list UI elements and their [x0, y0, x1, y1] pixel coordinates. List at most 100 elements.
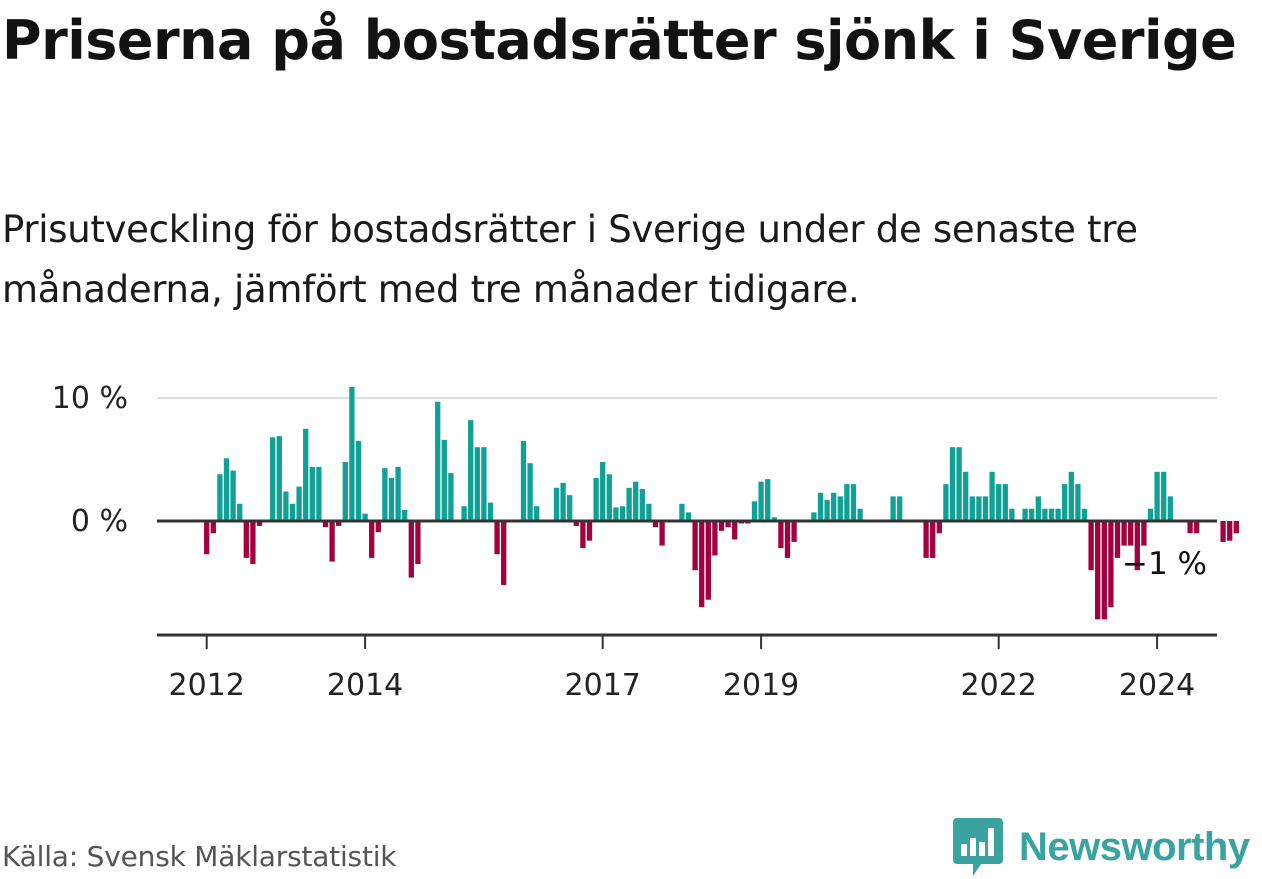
- bar: [573, 521, 579, 526]
- bar: [765, 479, 771, 521]
- bar: [1081, 508, 1088, 521]
- bar: [501, 521, 507, 585]
- bar: [652, 521, 659, 528]
- bar: [1055, 508, 1061, 521]
- page-subtitle: Prisutveckling för bostadsrätter i Sveri…: [2, 208, 1138, 311]
- bar: [316, 466, 322, 521]
- x-tick-label: 2012: [169, 668, 245, 703]
- bar: [593, 477, 599, 521]
- bar: [329, 521, 335, 562]
- bar: [1187, 521, 1193, 534]
- bar: [1227, 521, 1233, 541]
- x-tick-label: 2019: [723, 668, 799, 703]
- bar: [784, 521, 791, 558]
- bar: [441, 439, 447, 521]
- bar: [336, 521, 342, 526]
- source-note: Källa: Svensk Mäklarstatistik: [2, 840, 397, 873]
- bar: [1095, 521, 1101, 620]
- bar: [283, 491, 289, 521]
- bar-chart: 10 % 0 % 2012 2014 2017 2019 2022 2024 −1 %: [52, 381, 1239, 703]
- bar: [600, 461, 606, 521]
- bar: [1062, 484, 1068, 521]
- bar: [474, 447, 480, 521]
- bar: [402, 509, 408, 521]
- bar: [685, 512, 692, 521]
- bar: [817, 492, 824, 521]
- bar: [527, 463, 533, 521]
- bar: [626, 487, 632, 521]
- bar: [567, 495, 573, 521]
- bar: [1068, 471, 1074, 521]
- bar: [375, 521, 381, 533]
- bar: [890, 496, 896, 521]
- bar: [256, 521, 263, 526]
- newsworthy-logo: Newsworthy: [951, 816, 1250, 878]
- bar: [289, 503, 296, 521]
- bar: [553, 487, 560, 521]
- bar: [778, 521, 784, 549]
- bar: [1154, 471, 1160, 521]
- bar: [791, 521, 797, 542]
- last-value-label: −1 %: [1122, 546, 1207, 582]
- bar: [580, 521, 586, 549]
- bar: [1029, 508, 1035, 521]
- bar: [811, 512, 817, 521]
- bar: [270, 437, 276, 521]
- bar: [349, 386, 355, 521]
- bar: [659, 521, 665, 546]
- bar: [712, 521, 718, 556]
- bar: [560, 482, 566, 521]
- bar: [1048, 508, 1055, 521]
- bar-layer: [204, 386, 1239, 620]
- bar: [844, 484, 850, 521]
- bar: [949, 447, 956, 521]
- bar: [534, 506, 540, 521]
- bar: [1088, 521, 1094, 571]
- bar: [586, 521, 593, 541]
- bar: [237, 503, 243, 521]
- bar: [369, 521, 375, 558]
- bar: [481, 447, 487, 521]
- newsworthy-logo-icon: [953, 818, 1003, 876]
- bar: [989, 471, 995, 521]
- bar: [204, 521, 210, 555]
- newsworthy-logo-text: Newsworthy: [1019, 824, 1250, 869]
- bar: [1009, 508, 1015, 521]
- bar: [1147, 508, 1154, 521]
- bar: [1220, 521, 1226, 542]
- bar: [250, 521, 256, 565]
- bar: [388, 477, 395, 521]
- bar: [613, 507, 619, 521]
- bar: [468, 420, 474, 521]
- bar: [1035, 496, 1041, 521]
- bar: [217, 474, 223, 521]
- bar: [679, 503, 685, 521]
- bar: [1134, 521, 1140, 571]
- bar: [461, 506, 467, 521]
- bar: [943, 484, 949, 521]
- bar: [1114, 521, 1121, 558]
- bar: [223, 458, 230, 521]
- bar: [857, 508, 863, 521]
- bar: [1233, 521, 1239, 534]
- x-tick-label: 2014: [327, 668, 403, 703]
- x-tick-label: 2022: [961, 668, 1037, 703]
- bar: [243, 521, 249, 558]
- bar: [897, 496, 903, 521]
- x-tick-label: 2017: [565, 668, 641, 703]
- bar: [633, 481, 639, 521]
- bar: [923, 521, 929, 558]
- bar: [1022, 508, 1028, 521]
- bar: [303, 428, 309, 521]
- bar: [494, 521, 500, 555]
- bar: [1194, 521, 1200, 534]
- bar: [355, 441, 362, 521]
- bar: [692, 521, 698, 571]
- x-tick-label: 2024: [1119, 668, 1195, 703]
- bar: [606, 474, 612, 521]
- bar: [751, 501, 758, 521]
- bar: [1121, 521, 1127, 546]
- page-title: Priserna på bostadsrätter sjönk i Sverig…: [2, 9, 1237, 72]
- bar: [969, 496, 975, 521]
- bar: [1128, 521, 1134, 546]
